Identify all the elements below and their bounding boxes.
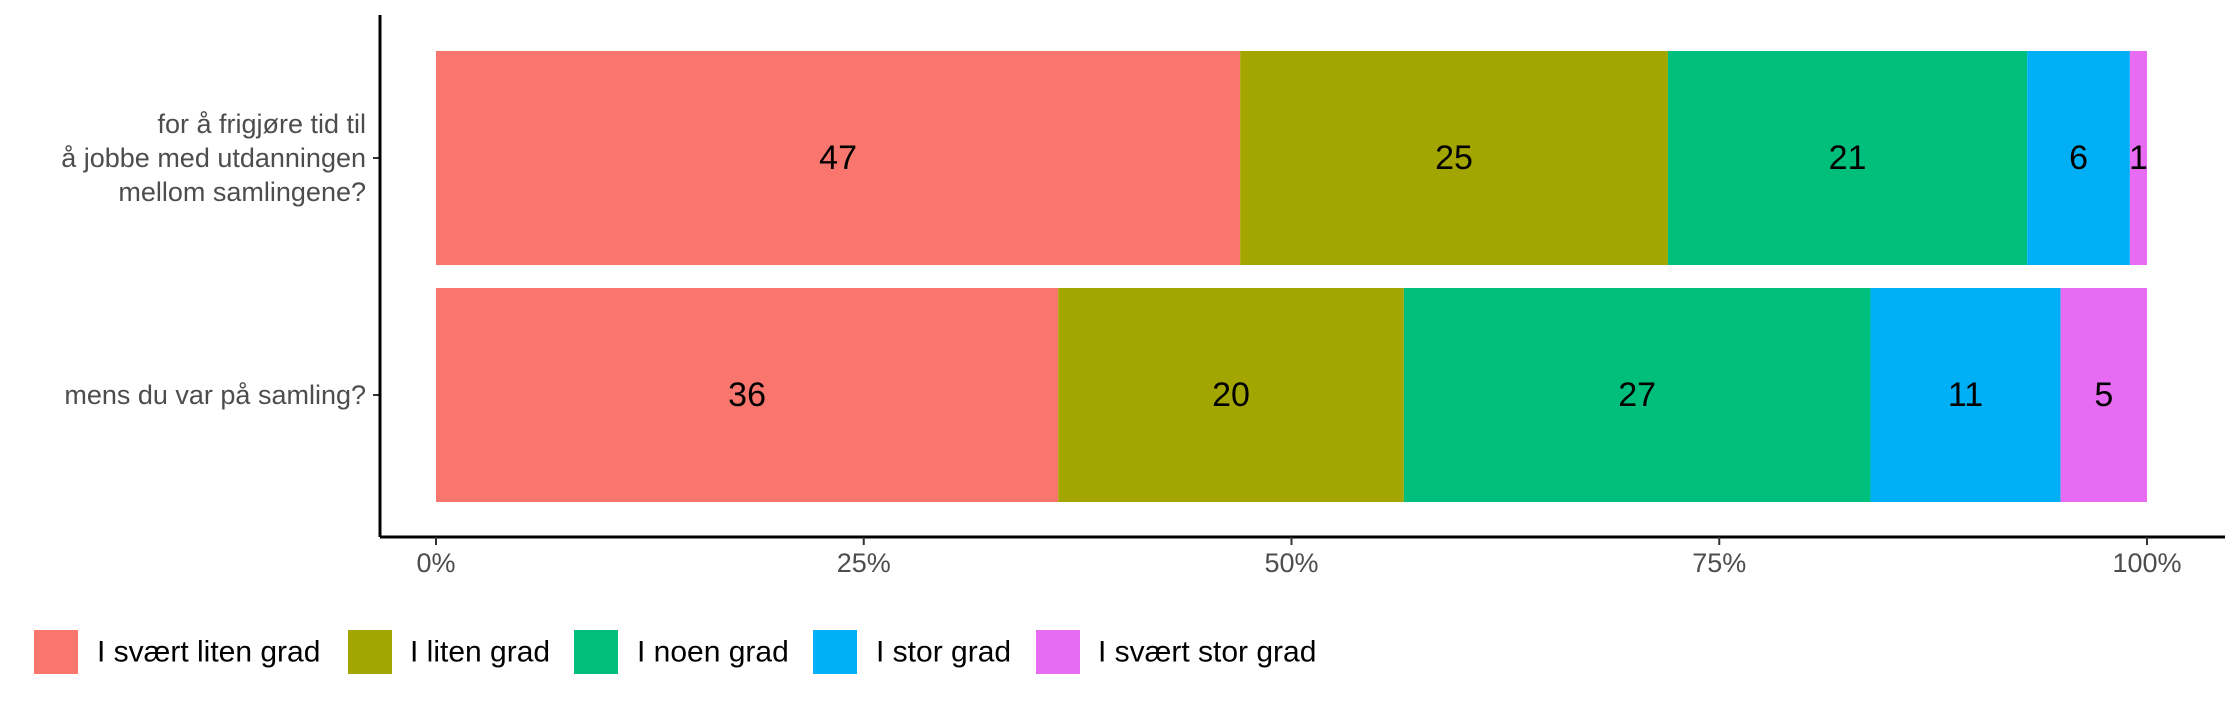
x-tick-label: 25%: [837, 548, 891, 578]
data-label: 25: [1435, 139, 1473, 177]
bars-layer: [436, 51, 2147, 502]
bar-segment: [2060, 288, 2147, 502]
x-tick-label: 100%: [2112, 548, 2181, 578]
legend-label: I liten grad: [410, 636, 550, 669]
data-label: 11: [1948, 376, 1983, 414]
legend-key: [34, 630, 78, 674]
data-label: 27: [1618, 376, 1656, 414]
data-label: 1: [2129, 139, 2148, 177]
legend: I svært liten grad I liten grad I noen gra…: [34, 630, 1316, 674]
x-tick-label: 50%: [1264, 548, 1318, 578]
x-ticks-layer: 0% 25% 50% 75% 100%: [416, 537, 2182, 578]
bar-segment: [2027, 51, 2130, 265]
data-label: 47: [819, 139, 857, 177]
bar-segment: [1667, 51, 2028, 265]
x-tick-label: 75%: [1692, 548, 1746, 578]
data-label: 36: [728, 376, 766, 414]
bar-segment: [1058, 288, 1404, 502]
category-label: for å frigjøre tid til å jobbe med utdann…: [61, 109, 366, 207]
legend-label: I svært liten grad: [97, 636, 320, 669]
category-labels-layer: for å frigjøre tid til å jobbe med utdann…: [61, 109, 380, 410]
data-label: 21: [1829, 139, 1867, 177]
bar-segment: [436, 288, 1059, 502]
data-labels-layer: 47 25 21 6 1 36 20 27 11 5: [728, 139, 2148, 414]
category-label: mens du var på samling?: [64, 380, 366, 410]
bar-segment: [1240, 51, 1668, 265]
legend-key: [813, 630, 857, 674]
data-label: 5: [2094, 376, 2113, 414]
bar-segment: [436, 51, 1241, 265]
x-tick-label: 0%: [416, 548, 455, 578]
data-label: 20: [1212, 376, 1250, 414]
legend-key: [574, 630, 618, 674]
data-label: 6: [2069, 139, 2088, 177]
legend-label: I noen grad: [637, 636, 789, 669]
bar-segment: [1870, 288, 2061, 502]
bar-segment: [1403, 288, 1871, 502]
legend-key: [1036, 630, 1080, 674]
bar-segment: [2129, 51, 2147, 265]
legend-key: [348, 630, 392, 674]
legend-label: I svært stor grad: [1098, 636, 1316, 669]
legend-label: I stor grad: [876, 636, 1011, 669]
